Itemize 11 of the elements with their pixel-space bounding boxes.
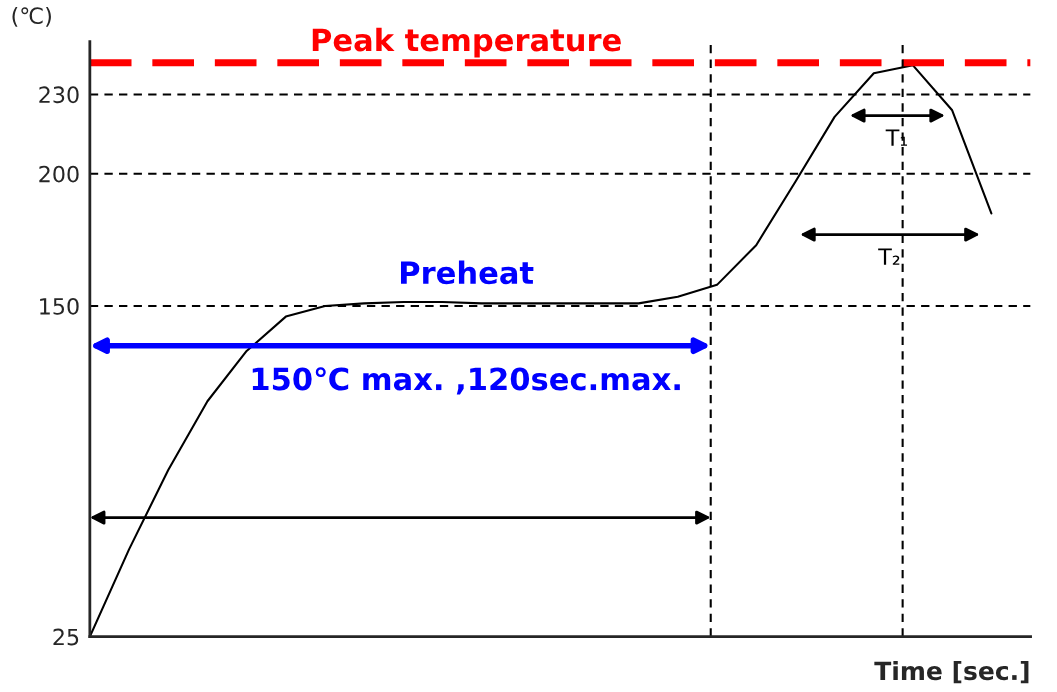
y-tick-label: 150	[40, 297, 79, 315]
annotation: T₁	[885, 129, 908, 146]
ref-line-label: Peak temperature	[312, 27, 621, 58]
annotation: Preheat	[401, 260, 534, 285]
x-axis-title: Time [sec.]	[874, 660, 1029, 684]
annotation: T₂	[878, 248, 900, 265]
y-tick-label: 200	[39, 165, 79, 183]
y-tick-label: 25	[53, 628, 79, 646]
y-tick-label: 230	[39, 86, 79, 104]
y-axis-title: (℃)	[12, 6, 51, 27]
annotation: 150℃ max. ,120sec.max.	[252, 367, 680, 395]
